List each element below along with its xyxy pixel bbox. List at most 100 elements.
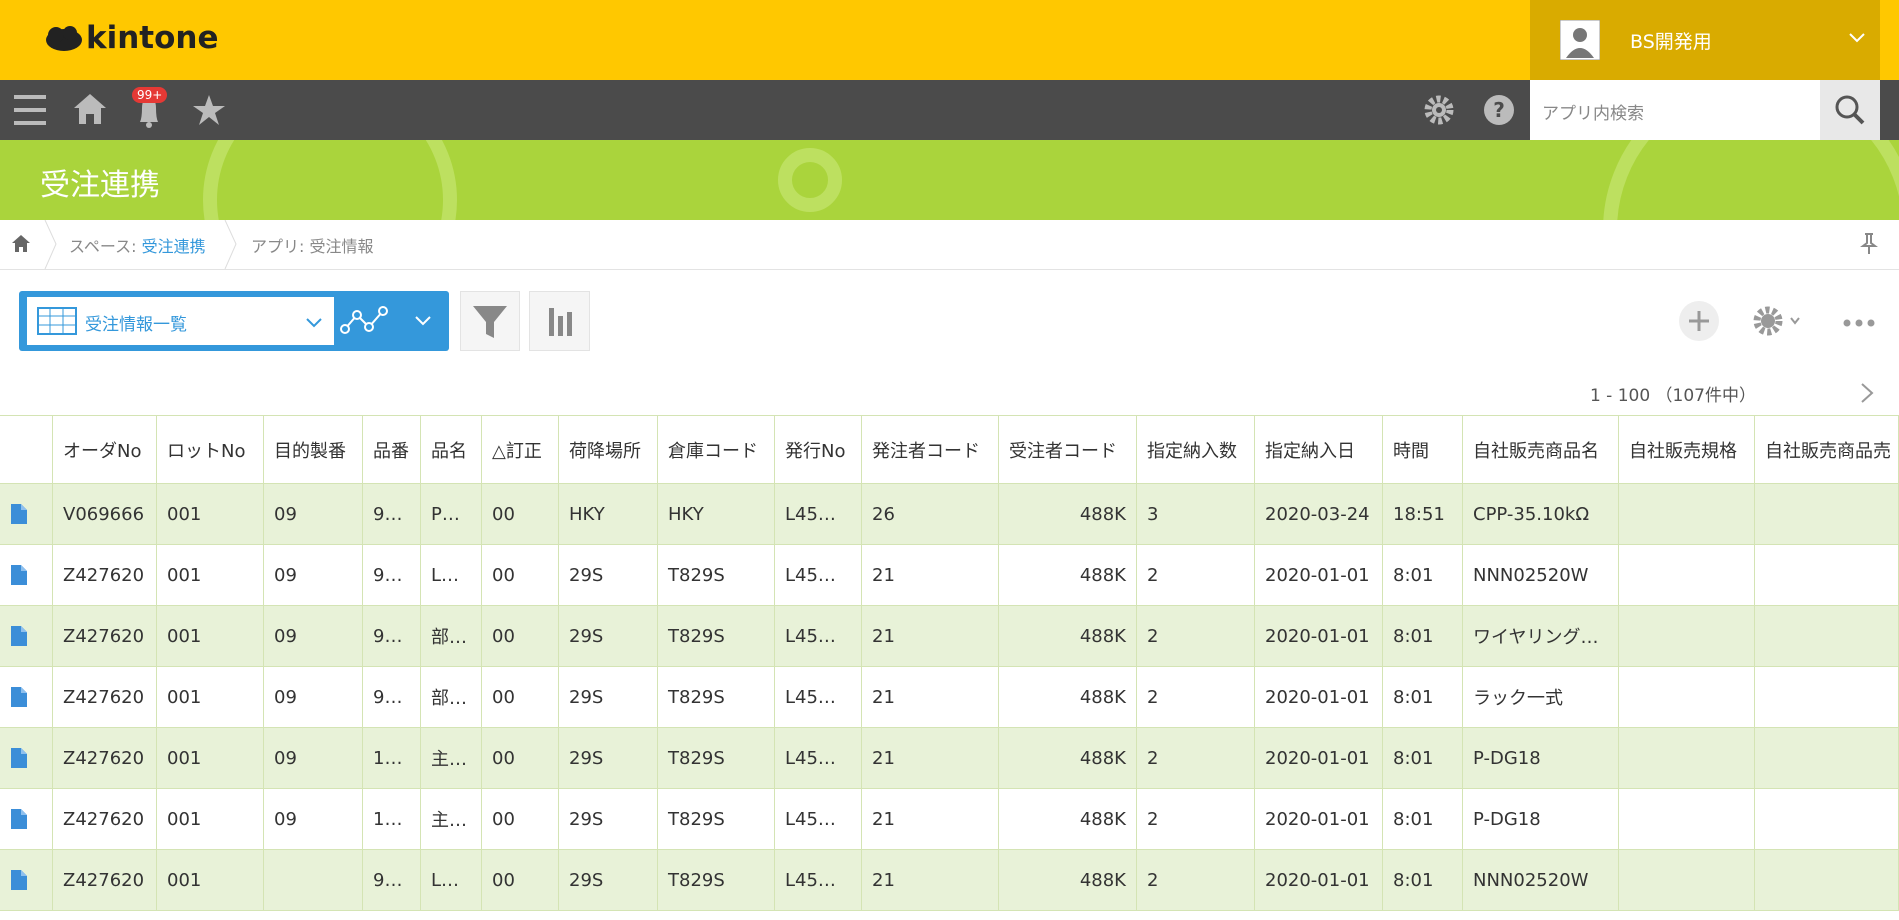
- table-cell: Z427620: [53, 789, 157, 850]
- table-cell: L45…: [775, 850, 862, 911]
- filter-button[interactable]: [460, 291, 520, 351]
- table-cell: 29S: [559, 728, 658, 789]
- column-header[interactable]: 自社販売商品売: [1755, 415, 1899, 484]
- table-cell: 8:01: [1383, 545, 1463, 606]
- search-icon: [1835, 95, 1865, 125]
- table-cell: 001: [157, 789, 264, 850]
- table-cell: 00: [482, 545, 559, 606]
- table-cell: V069666: [53, 484, 157, 545]
- column-header[interactable]: 時間: [1383, 415, 1463, 484]
- table-cell: HKY: [658, 484, 775, 545]
- table-cell: [1619, 484, 1755, 545]
- table-cell: 09: [264, 728, 363, 789]
- table-cell: T829S: [658, 728, 775, 789]
- table-cell: 001: [157, 606, 264, 667]
- table-cell: L…: [421, 850, 482, 911]
- column-header[interactable]: 荷降場所: [559, 415, 658, 484]
- table-cell: 18:51: [1383, 484, 1463, 545]
- record-table: オーダNo ロットNo 目的製番 品番 品名 △訂正 荷降場所 倉庫コード 発行No 発注者コード…: [0, 415, 1899, 920]
- user-name: BS開発用: [1630, 31, 1712, 53]
- table-cell: [1619, 728, 1755, 789]
- table-cell: T829S: [658, 667, 775, 728]
- detail-icon[interactable]: [10, 564, 28, 586]
- column-header[interactable]: 自社販売商品名: [1463, 415, 1619, 484]
- detail-icon[interactable]: [10, 869, 28, 891]
- breadcrumb: スペース: 受注連携 アプリ: 受注情報: [0, 220, 1899, 270]
- column-header[interactable]: 発注者コード: [862, 415, 999, 484]
- svg-text:?: ?: [1493, 98, 1505, 122]
- column-header[interactable]: 発行No: [775, 415, 862, 484]
- logo[interactable]: kintone: [86, 20, 219, 56]
- table-cell: 001: [157, 850, 264, 911]
- table-cell: L45…: [775, 789, 862, 850]
- table-cell: 001: [157, 484, 264, 545]
- table-cell: 29S: [559, 606, 658, 667]
- view-dropdown[interactable]: 受注情報一覧: [27, 297, 334, 345]
- search-button[interactable]: [1820, 80, 1880, 140]
- table-cell: [1619, 789, 1755, 850]
- table-cell: T829S: [658, 850, 775, 911]
- table-cell: 2020-01-01: [1255, 728, 1383, 789]
- next-page[interactable]: [1858, 381, 1876, 405]
- table-cell: 21: [862, 728, 999, 789]
- chevron: [1849, 33, 1865, 43]
- table-cell: 26: [862, 484, 999, 545]
- column-header[interactable]: 自社販売規格: [1619, 415, 1755, 484]
- table-cell: 09: [264, 484, 363, 545]
- column-header[interactable]: 倉庫コード: [658, 415, 775, 484]
- table-cell: 主…: [421, 728, 482, 789]
- chart-icon: [549, 308, 572, 336]
- table-cell: 29S: [559, 789, 658, 850]
- detail-icon[interactable]: [10, 686, 28, 708]
- table-cell: NNN02520W: [1463, 850, 1619, 911]
- table-cell: NNN02520W: [1463, 545, 1619, 606]
- filter-icon: [473, 306, 507, 338]
- column-header[interactable]: 指定納入日: [1255, 415, 1383, 484]
- nav-bar: 99+ ? アプリ内検索: [0, 80, 1899, 140]
- table-cell: 2020-01-01: [1255, 545, 1383, 606]
- table-cell: T829S: [658, 545, 775, 606]
- toolbar-right-icons[interactable]: [1677, 299, 1877, 343]
- table-cell: 8:01: [1383, 667, 1463, 728]
- table-cell: P-DG18: [1463, 728, 1619, 789]
- table-cell: 2: [1137, 850, 1255, 911]
- table-cell: 488K: [999, 545, 1137, 606]
- detail-icon[interactable]: [10, 747, 28, 769]
- search-box[interactable]: アプリ内検索: [1530, 80, 1820, 140]
- table-cell: 00: [482, 484, 559, 545]
- column-header[interactable]: 目的製番: [264, 415, 363, 484]
- column-header[interactable]: 品番: [363, 415, 421, 484]
- table-cell: L45…: [775, 667, 862, 728]
- detail-icon[interactable]: [10, 625, 28, 647]
- table-cell: 9…: [363, 606, 421, 667]
- user-menu[interactable]: BS開発用: [1530, 0, 1880, 80]
- row-icon-cell: [0, 850, 53, 911]
- table-cell: 2: [1137, 789, 1255, 850]
- table-cell: 21: [862, 606, 999, 667]
- table-cell: 2020-01-01: [1255, 850, 1383, 911]
- table-cell: P…: [421, 484, 482, 545]
- column-header[interactable]: 受注者コード: [999, 415, 1137, 484]
- table-cell: 2: [1137, 606, 1255, 667]
- breadcrumb-link[interactable]: 受注連携: [141, 237, 206, 256]
- header-cell: [0, 415, 53, 484]
- table-cell: T829S: [658, 606, 775, 667]
- detail-icon[interactable]: [10, 503, 28, 525]
- column-header[interactable]: △訂正: [482, 415, 559, 484]
- graph-menu[interactable]: [339, 301, 444, 341]
- table-cell: ワイヤリング…: [1463, 606, 1619, 667]
- column-header[interactable]: 品名: [421, 415, 482, 484]
- pin-icon[interactable]: [1858, 232, 1880, 256]
- table-cell: 部…: [421, 667, 482, 728]
- table-cell: 488K: [999, 484, 1137, 545]
- detail-icon[interactable]: [10, 808, 28, 830]
- column-header[interactable]: 指定納入数: [1137, 415, 1255, 484]
- table-cell: 00: [482, 728, 559, 789]
- column-header[interactable]: オーダNo: [53, 415, 157, 484]
- pagination: 1 - 100 （107件中）: [1589, 386, 1756, 406]
- chart-button[interactable]: [529, 291, 590, 351]
- table-cell: 3: [1137, 484, 1255, 545]
- column-header[interactable]: ロットNo: [157, 415, 264, 484]
- table-cell: [1755, 606, 1899, 667]
